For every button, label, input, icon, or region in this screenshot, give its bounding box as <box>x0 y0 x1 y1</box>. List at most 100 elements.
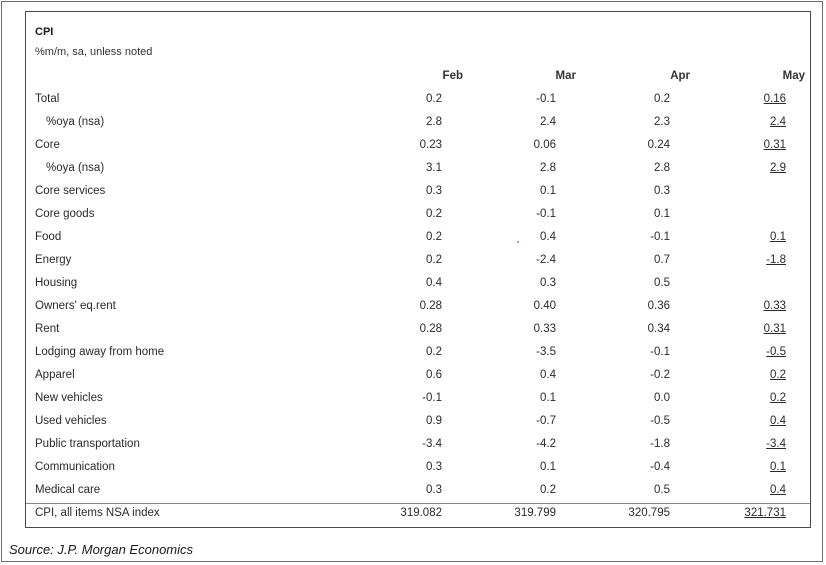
table-row: Housing 0.4 0.3 0.5 <box>26 275 812 295</box>
cell-feb: 0.28 <box>419 323 442 335</box>
cell-mar: 0.3 <box>540 277 556 289</box>
table-row: Communication 0.3 0.1 -0.4 0.1 <box>26 459 812 479</box>
cell-apr: 0.0 <box>654 392 670 404</box>
cell-mar: -4.2 <box>536 438 556 450</box>
table-row: Medical care 0.3 0.2 0.5 0.4 <box>26 482 812 502</box>
cell-apr: 0.2 <box>654 93 670 105</box>
cell-mar: 0.2 <box>540 484 556 496</box>
cell-apr: -0.1 <box>650 231 670 243</box>
table-row: New vehicles -0.1 0.1 0.0 0.2 <box>26 390 812 410</box>
cell-may: 0.4 <box>770 415 786 427</box>
cell-feb: 0.2 <box>426 231 442 243</box>
cell-feb: 0.2 <box>426 208 442 220</box>
cell-apr: -0.1 <box>650 346 670 358</box>
row-label: %oya (nsa) <box>46 116 105 128</box>
row-label: CPI, all items NSA index <box>35 507 160 519</box>
cell-apr: 0.3 <box>654 185 670 197</box>
cell-may: 0.33 <box>763 300 786 312</box>
cpi-table-panel: CPI %m/m, sa, unless noted Feb Mar Apr M… <box>25 11 811 528</box>
cell-feb: 0.28 <box>419 300 442 312</box>
table-row: Total 0.2 -0.1 0.2 0.16 <box>26 91 812 111</box>
cell-mar: 0.40 <box>533 300 556 312</box>
cell-mar: 2.8 <box>540 162 556 174</box>
table-row: Energy 0.2 -2.4 0.7 -1.8 <box>26 252 812 272</box>
cell-may: 0.31 <box>763 139 786 151</box>
cell-mar: 0.33 <box>533 323 556 335</box>
column-header-feb: Feb <box>442 70 463 82</box>
cell-feb: 3.1 <box>426 162 442 174</box>
cell-apr: -0.2 <box>650 369 670 381</box>
source-note: Source: J.P. Morgan Economics <box>9 542 194 557</box>
cell-apr: 0.7 <box>654 254 670 266</box>
cell-mar: 319.799 <box>514 507 556 519</box>
table-row: Apparel 0.6 0.4 -0.2 0.2 <box>26 367 812 387</box>
cell-apr: 0.5 <box>654 277 670 289</box>
cell-feb: 0.3 <box>426 484 442 496</box>
cell-feb: 0.2 <box>426 93 442 105</box>
table-row: Core services 0.3 0.1 0.3 <box>26 183 812 203</box>
cell-may: 0.1 <box>770 461 786 473</box>
cell-mar: -0.1 <box>536 208 556 220</box>
cell-apr: 0.36 <box>647 300 670 312</box>
table-row: Rent 0.28 0.33 0.34 0.31 <box>26 321 812 341</box>
cell-mar: 0.1 <box>540 392 556 404</box>
table-subtitle: %m/m, sa, unless noted <box>35 46 153 58</box>
table-row: Core 0.23 0.06 0.24 0.31 <box>26 137 812 157</box>
cell-mar: -0.1 <box>536 93 556 105</box>
cell-may: 321.731 <box>744 507 786 519</box>
row-label: Lodging away from home <box>35 346 165 358</box>
row-label: Core goods <box>35 208 95 220</box>
cell-mar: 2.4 <box>540 116 556 128</box>
cell-feb: 0.3 <box>426 461 442 473</box>
cell-mar: 0.4 <box>540 369 556 381</box>
cell-mar: 0.06 <box>533 139 556 151</box>
column-header-may: May <box>782 70 805 82</box>
row-label: Energy <box>35 254 72 266</box>
row-label: Apparel <box>35 369 75 381</box>
cell-mar: 0.4 <box>540 231 556 243</box>
cell-feb: -0.1 <box>422 392 442 404</box>
table-row: Lodging away from home 0.2 -3.5 -0.1 -0.5 <box>26 344 812 364</box>
cell-mar: -3.5 <box>536 346 556 358</box>
row-separator <box>26 503 810 504</box>
row-label: Owners' eq.rent <box>35 300 116 312</box>
cell-may: 2.9 <box>770 162 786 174</box>
row-label: Public transportation <box>35 438 140 450</box>
cell-apr: 0.34 <box>647 323 670 335</box>
cell-may: -0.5 <box>766 346 786 358</box>
cell-feb: 0.2 <box>426 254 442 266</box>
cell-apr: 0.5 <box>654 484 670 496</box>
cell-feb: 0.3 <box>426 185 442 197</box>
cell-feb: 319.082 <box>400 507 442 519</box>
cell-may: 0.4 <box>770 484 786 496</box>
cell-apr: 0.1 <box>654 208 670 220</box>
cell-apr: 2.8 <box>654 162 670 174</box>
table-row: Food 0.2 0.4 -0.1 0.1 <box>26 229 812 249</box>
column-header-mar: Mar <box>555 70 576 82</box>
cell-apr: 320.795 <box>628 507 670 519</box>
table-row: Used vehicles 0.9 -0.7 -0.5 0.4 <box>26 413 812 433</box>
table-row: %oya (nsa) 3.1 2.8 2.8 2.9 <box>26 160 812 180</box>
cell-may: 0.16 <box>763 93 786 105</box>
cell-may: -3.4 <box>766 438 786 450</box>
table-row: Core goods 0.2 -0.1 0.1 <box>26 206 812 226</box>
cell-may: 0.2 <box>770 392 786 404</box>
cell-apr: 0.24 <box>647 139 670 151</box>
cell-feb: 0.23 <box>419 139 442 151</box>
cell-feb: 0.9 <box>426 415 442 427</box>
cell-feb: -3.4 <box>422 438 442 450</box>
row-label: Medical care <box>35 484 101 496</box>
cell-may: 0.1 <box>770 231 786 243</box>
table-title: CPI <box>35 26 54 38</box>
row-label: New vehicles <box>35 392 103 404</box>
row-label: Housing <box>35 277 78 289</box>
stray-mark <box>517 241 519 243</box>
cell-feb: 2.8 <box>426 116 442 128</box>
cell-mar: 0.1 <box>540 185 556 197</box>
cell-feb: 0.6 <box>426 369 442 381</box>
column-header-apr: Apr <box>670 70 690 82</box>
row-label: Rent <box>35 323 60 335</box>
cell-apr: -0.4 <box>650 461 670 473</box>
cell-may: -1.8 <box>766 254 786 266</box>
